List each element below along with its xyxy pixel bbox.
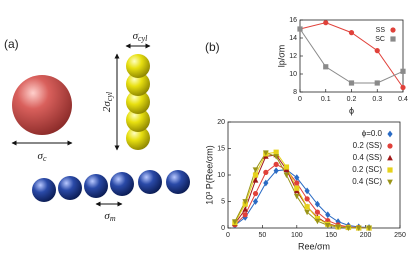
- y-tick-label: 15: [217, 145, 225, 152]
- x-tick-label: 100: [291, 232, 303, 239]
- marker: [355, 225, 362, 232]
- marker: [387, 143, 393, 149]
- illustration: σc σcyl 2σcyl σm: [11, 30, 190, 223]
- marker: [390, 36, 396, 42]
- marker: [242, 199, 249, 205]
- marker: [273, 154, 280, 160]
- marker: [293, 193, 300, 200]
- marker: [335, 224, 341, 231]
- chain: [32, 170, 190, 202]
- marker: [374, 48, 380, 54]
- series-line: [299, 28, 404, 84]
- marker: [252, 172, 259, 178]
- marker: [387, 179, 393, 186]
- marker: [387, 167, 393, 173]
- marker: [297, 26, 303, 32]
- marker: [242, 212, 248, 218]
- y-axis-label: 10³ P(Ree/σm): [204, 145, 214, 205]
- monomer-label: σm: [104, 210, 115, 223]
- marker: [252, 167, 259, 173]
- y-tick-label: 10: [217, 172, 225, 179]
- x-tick-label: 0: [226, 232, 230, 239]
- marker: [374, 80, 380, 86]
- marker: [263, 179, 269, 187]
- x-tick-label: 150: [325, 232, 337, 239]
- x-tick-label: 250: [394, 232, 406, 239]
- x-tick-label: 0: [298, 96, 302, 103]
- marker: [345, 225, 352, 232]
- x-tick-label: 50: [259, 232, 267, 239]
- y-tick-label: 14: [289, 35, 297, 42]
- marker: [400, 84, 406, 91]
- cylinder-length-label: 2σcyl: [101, 91, 114, 112]
- marker: [232, 219, 238, 225]
- marker: [294, 174, 300, 182]
- marker: [283, 172, 290, 179]
- panel-label: (b): [205, 40, 220, 54]
- legend-label: 0.2 (SS): [353, 141, 383, 150]
- marker: [304, 204, 310, 210]
- legend-label: ϕ=0.0: [362, 129, 383, 138]
- legend-label: 0.4 (SS): [353, 153, 383, 162]
- marker: [348, 80, 355, 86]
- marker: [323, 64, 329, 70]
- marker: [314, 215, 321, 222]
- cylinder: [126, 54, 150, 150]
- marker: [390, 27, 396, 33]
- marker: [294, 185, 300, 191]
- y-tick-label: 0: [221, 225, 225, 232]
- marker: [252, 198, 259, 205]
- marker: [323, 20, 329, 26]
- legend-label: 0.4 (SC): [352, 177, 382, 186]
- x-tick-label: 0.3: [372, 96, 382, 103]
- marker: [273, 149, 279, 155]
- panel-label: (a): [4, 37, 19, 51]
- marker: [304, 209, 310, 216]
- legend-label: 0.2 (SC): [352, 165, 382, 174]
- marker: [314, 218, 321, 225]
- y-tick-label: 12: [289, 53, 297, 60]
- marker: [304, 187, 310, 195]
- y-tick-label: 10: [289, 71, 297, 78]
- marker: [242, 206, 249, 212]
- marker: [252, 190, 259, 197]
- marker: [304, 196, 310, 202]
- x-tick-label: 0.4: [398, 96, 408, 103]
- marker: [387, 154, 393, 161]
- sphere-label: σc: [38, 150, 47, 163]
- marker: [314, 209, 321, 215]
- legend: ϕ=0.0 0.2 (SS) 0.4 (SS) 0.2 (SC) 0.4 (SC): [352, 129, 393, 186]
- marker: [273, 167, 279, 175]
- marker: [400, 68, 406, 74]
- x-axis-label: ϕ: [349, 105, 354, 115]
- y-tick-label: 20: [217, 119, 225, 126]
- marker: [314, 200, 321, 208]
- legend-label: SS: [376, 27, 386, 34]
- x-tick-label: 0.1: [321, 96, 331, 103]
- marker: [252, 177, 259, 183]
- x-axis-label: Ree/σm: [298, 241, 330, 251]
- marker: [273, 161, 279, 167]
- marker: [294, 180, 300, 186]
- marker: [283, 164, 290, 170]
- marker: [366, 225, 372, 232]
- y-axis-label: lp/σm: [276, 45, 286, 68]
- x-tick-label: 200: [360, 232, 372, 239]
- marker: [324, 223, 331, 229]
- marker: [348, 29, 355, 36]
- legend-label: SC: [375, 36, 385, 43]
- x-tick-label: 0.2: [347, 96, 357, 103]
- cylinder-width-label: σcyl: [133, 30, 149, 43]
- sphere: [12, 75, 72, 135]
- legend: SS SC: [375, 27, 396, 43]
- marker: [262, 150, 269, 156]
- marker: [387, 130, 393, 138]
- marker: [325, 211, 331, 219]
- y-tick-label: 5: [221, 198, 225, 205]
- marker: [263, 169, 269, 175]
- y-tick-label: 16: [289, 17, 297, 24]
- y-tick-label: 8: [293, 89, 297, 96]
